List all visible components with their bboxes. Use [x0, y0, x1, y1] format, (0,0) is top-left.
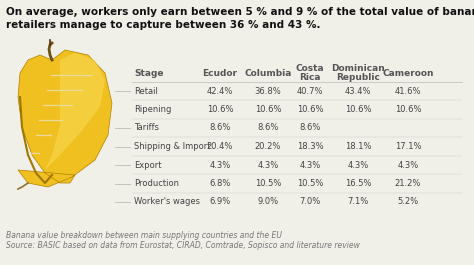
Text: Export: Export [134, 161, 162, 170]
Text: Cameroon: Cameroon [382, 68, 434, 77]
Text: 10.6%: 10.6% [207, 105, 233, 114]
Text: Columbia: Columbia [244, 68, 292, 77]
Text: 20.2%: 20.2% [255, 142, 281, 151]
Text: Source: BASIC based on data from Eurostat, CIRAD, Comtrade, Sopisco and literatu: Source: BASIC based on data from Eurosta… [6, 241, 360, 250]
Text: 10.6%: 10.6% [395, 105, 421, 114]
Text: 41.6%: 41.6% [395, 86, 421, 95]
Text: Ecudor: Ecudor [202, 68, 237, 77]
Text: 7.0%: 7.0% [300, 197, 320, 206]
Text: 7.1%: 7.1% [347, 197, 369, 206]
Text: 20.4%: 20.4% [207, 142, 233, 151]
Text: 4.3%: 4.3% [397, 161, 419, 170]
Text: 6.9%: 6.9% [210, 197, 231, 206]
Text: 18.1%: 18.1% [345, 142, 371, 151]
Text: retailers manage to capture between 36 % and 43 %.: retailers manage to capture between 36 %… [6, 20, 320, 30]
Text: 5.2%: 5.2% [397, 197, 419, 206]
Text: 43.4%: 43.4% [345, 86, 371, 95]
Text: 42.4%: 42.4% [207, 86, 233, 95]
Text: 16.5%: 16.5% [345, 179, 371, 188]
Text: 10.6%: 10.6% [345, 105, 371, 114]
Text: 36.8%: 36.8% [255, 86, 282, 95]
Text: Production: Production [134, 179, 179, 188]
Polygon shape [45, 53, 105, 170]
Text: 4.3%: 4.3% [347, 161, 369, 170]
Text: 17.1%: 17.1% [395, 142, 421, 151]
Text: 40.7%: 40.7% [297, 86, 323, 95]
Text: 4.3%: 4.3% [210, 161, 231, 170]
Text: 8.6%: 8.6% [299, 123, 321, 132]
Text: Shipping & Import: Shipping & Import [134, 142, 210, 151]
Text: 10.5%: 10.5% [255, 179, 281, 188]
Text: 10.5%: 10.5% [297, 179, 323, 188]
Text: Banana value breakdown between main supplying countries and the EU: Banana value breakdown between main supp… [6, 231, 282, 240]
Text: 9.0%: 9.0% [257, 197, 279, 206]
Text: Ripening: Ripening [134, 105, 172, 114]
Text: 18.3%: 18.3% [297, 142, 323, 151]
Text: 8.6%: 8.6% [257, 123, 279, 132]
Text: Costa
Rica: Costa Rica [296, 64, 324, 82]
Text: Worker's wages: Worker's wages [134, 197, 200, 206]
Text: Dominican
Republic: Dominican Republic [331, 64, 385, 82]
Text: 4.3%: 4.3% [257, 161, 279, 170]
Text: Retail: Retail [134, 86, 158, 95]
Text: Stage: Stage [134, 68, 164, 77]
Text: Tariffs: Tariffs [134, 123, 159, 132]
Text: 21.2%: 21.2% [395, 179, 421, 188]
Text: 10.6%: 10.6% [255, 105, 281, 114]
Text: On average, workers only earn between 5 % and 9 % of the total value of bananas : On average, workers only earn between 5 … [6, 7, 474, 17]
Text: 4.3%: 4.3% [300, 161, 320, 170]
Text: 6.8%: 6.8% [210, 179, 231, 188]
Text: 8.6%: 8.6% [210, 123, 231, 132]
Text: 10.6%: 10.6% [297, 105, 323, 114]
Polygon shape [18, 50, 112, 187]
